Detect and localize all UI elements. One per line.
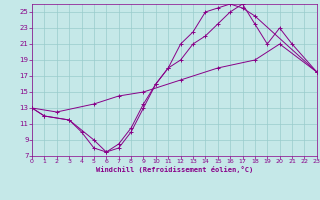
X-axis label: Windchill (Refroidissement éolien,°C): Windchill (Refroidissement éolien,°C) [96,166,253,173]
